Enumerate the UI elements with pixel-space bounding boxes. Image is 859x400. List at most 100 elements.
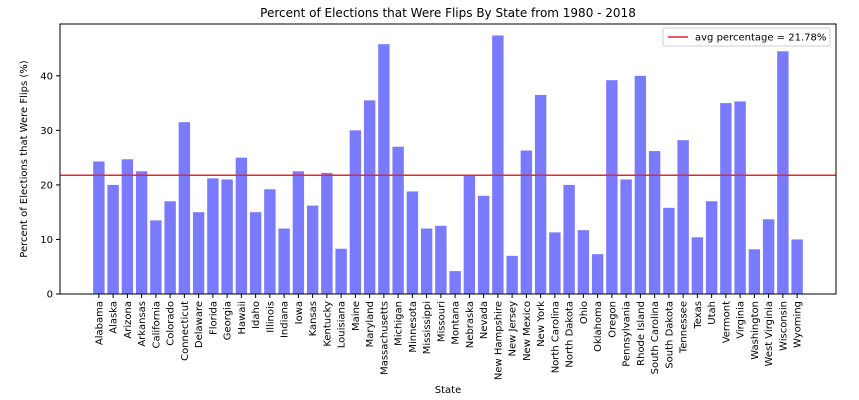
x-tick-label: Washington (750, 301, 761, 360)
bar-10 (235, 157, 248, 294)
x-tick-label: Mississippi (422, 301, 433, 354)
x-tick-label: Florida (208, 301, 219, 335)
bar-23 (420, 228, 433, 294)
bar-39 (648, 151, 661, 294)
bar-5 (164, 201, 176, 294)
bar-3 (135, 171, 148, 294)
x-tick-label: Minnesota (408, 301, 419, 353)
x-tick-label: Montana (451, 301, 462, 345)
x-tick-label: Ohio (579, 301, 590, 324)
bar-33 (563, 184, 575, 294)
bar-42 (691, 237, 704, 294)
x-tick-label: Arkansas (137, 301, 148, 347)
bar-6 (178, 122, 191, 295)
x-tick-label: Missouri (436, 301, 447, 342)
x-tick-label: North Carolina (550, 301, 561, 373)
y-tick-label: 40 (40, 71, 53, 82)
x-tick-label: California (151, 301, 162, 349)
bar-0 (93, 161, 105, 294)
x-tick-label: Connecticut (180, 301, 191, 361)
y-tick-label: 10 (40, 235, 53, 246)
x-tick-label: New Jersey (508, 301, 519, 357)
legend-entry-average: avg percentage = 21.78% (695, 33, 826, 44)
bar-16 (321, 172, 333, 294)
x-tick-label: Michigan (394, 301, 405, 346)
x-tick-label: Pennsylvania (622, 301, 633, 367)
x-tick-label: Maine (351, 301, 362, 331)
bar-7 (192, 212, 205, 294)
bar-28 (492, 35, 504, 294)
bar-37 (620, 179, 632, 294)
x-tick-label: South Dakota (664, 301, 675, 369)
bar-19 (363, 100, 376, 294)
x-tick-label: Wisconsin (778, 301, 789, 351)
x-tick-label: Hawaii (237, 301, 248, 335)
x-tick-label: Alabama (94, 301, 105, 345)
plot-frame (59, 23, 837, 295)
bar-49 (791, 239, 803, 294)
bar-29 (506, 255, 518, 294)
x-tick-label: Indiana (280, 301, 291, 338)
bar-41 (677, 140, 689, 294)
x-axis-label: State (435, 385, 461, 396)
y-tick-label: 20 (40, 180, 53, 191)
x-tick-label: South Carolina (650, 301, 661, 374)
x-tick-label: Oregon (607, 301, 618, 338)
x-tick-label: Illinois (265, 301, 276, 333)
bar-34 (577, 230, 590, 294)
x-tick-label: Iowa (294, 301, 305, 324)
x-tick-label: Tennessee (679, 301, 690, 354)
x-tick-label: Wyoming (793, 301, 804, 348)
x-tick-label: Nevada (479, 301, 490, 339)
x-tick-label: Maryland (365, 301, 376, 347)
y-axis-ticks: 0 10 20 30 40 (40, 71, 60, 301)
x-tick-label: Utah (707, 301, 718, 325)
x-tick-label: West Virginia (764, 301, 775, 366)
x-tick-label: Massachusetts (379, 301, 390, 375)
bar-21 (392, 146, 404, 294)
bar-46 (748, 249, 761, 294)
x-tick-label: Georgia (223, 301, 234, 340)
bar-13 (278, 228, 290, 294)
bar-14 (292, 171, 305, 294)
bar-26 (463, 175, 476, 294)
bar-4 (150, 220, 162, 294)
x-tick-label: Colorado (166, 301, 177, 346)
x-tick-label: Texas (693, 301, 704, 330)
legend: avg percentage = 21.78% (662, 27, 831, 47)
bar-22 (406, 191, 419, 294)
x-tick-label: New York (536, 301, 547, 347)
bar-35 (591, 254, 604, 294)
bar-25 (449, 271, 461, 294)
bar-9 (221, 179, 233, 294)
x-tick-label: Virginia (736, 301, 747, 339)
bar-38 (634, 75, 647, 294)
bar-1 (107, 184, 119, 294)
bar-48 (777, 51, 789, 294)
bars-group (93, 35, 803, 295)
x-tick-label: New Mexico (522, 301, 533, 361)
bar-40 (663, 207, 675, 294)
x-tick-label: Nebraska (465, 301, 476, 348)
chart-title: Percent of Elections that Were Flips By … (260, 6, 636, 20)
bar-47 (762, 219, 775, 294)
x-tick-label: Rhode Island (636, 301, 647, 366)
x-tick-label: Delaware (194, 301, 205, 348)
x-tick-label: Alaska (109, 301, 120, 334)
bar-27 (477, 195, 490, 294)
bar-17 (335, 248, 347, 294)
x-tick-label: Oklahoma (593, 301, 604, 352)
x-tick-label: Arizona (123, 301, 134, 339)
x-tick-label: Kentucky (322, 301, 333, 347)
bar-2 (121, 159, 134, 294)
bar-43 (705, 201, 718, 294)
bar-8 (207, 178, 219, 294)
x-tick-label: Louisiana (337, 301, 348, 348)
bar-31 (534, 94, 547, 294)
x-tick-label: Vermont (721, 301, 732, 343)
bar-24 (435, 225, 447, 294)
x-tick-label: North Dakota (565, 301, 576, 368)
x-tick-label: Kansas (308, 301, 319, 336)
bar-12 (264, 189, 276, 294)
